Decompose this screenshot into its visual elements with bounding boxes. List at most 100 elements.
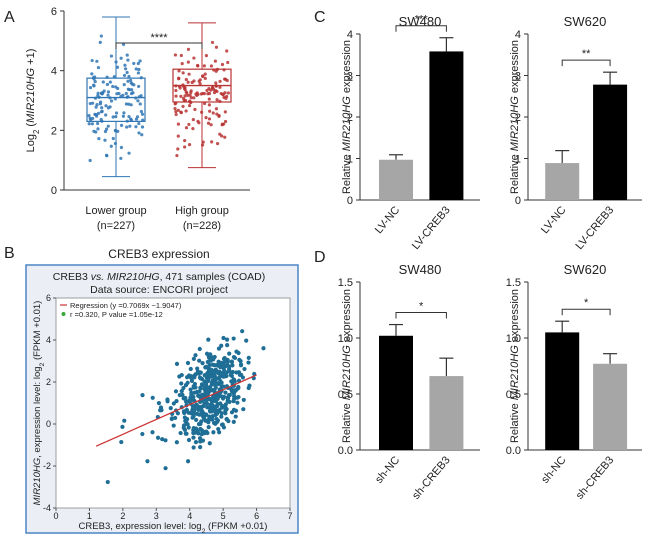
data-point xyxy=(210,86,215,90)
scatter-point xyxy=(224,417,229,422)
y-axis-label: Relative MIR210HG expression xyxy=(341,289,353,443)
scatter-point xyxy=(155,435,161,440)
y-axis-label-part-2: expression xyxy=(341,289,353,345)
data-point xyxy=(202,64,206,68)
data-point xyxy=(174,110,178,114)
data-point xyxy=(186,80,190,84)
scatter-point xyxy=(223,411,228,416)
data-point xyxy=(97,136,101,141)
data-point xyxy=(137,131,141,135)
scatter-point xyxy=(214,362,220,368)
scatter-point xyxy=(211,381,216,386)
data-point xyxy=(200,143,205,147)
category-label: sh-CREB3 xyxy=(410,454,453,502)
data-point xyxy=(215,89,219,94)
data-point xyxy=(197,121,201,125)
y-axis-label-part-2: ( xyxy=(25,123,37,130)
scatter-subtitle: Data source: ENCORI project xyxy=(90,284,228,296)
y-axis-label-part-3: MIR210HG xyxy=(25,67,37,122)
bar-sh-nc xyxy=(545,332,580,450)
data-point xyxy=(87,113,91,118)
data-point xyxy=(90,122,94,126)
y-axis-label-part-0: MIR210HG xyxy=(32,458,43,506)
scatter-point xyxy=(231,394,237,399)
scatter-point xyxy=(120,424,125,429)
legend-dot-swatch xyxy=(61,312,66,316)
scatter-point xyxy=(179,381,184,386)
data-point xyxy=(191,117,195,122)
scatter-point xyxy=(261,346,266,351)
data-point xyxy=(207,91,212,96)
data-point xyxy=(210,140,214,144)
data-point xyxy=(100,91,104,95)
scatter-point xyxy=(219,411,224,416)
scatter-point xyxy=(204,351,210,356)
scatter-point xyxy=(181,396,186,401)
scatter-point xyxy=(202,386,207,392)
y-tick-label: 2 xyxy=(51,125,57,137)
scatter-point xyxy=(215,418,220,423)
y-axis-label: Relative MIR210HG expression xyxy=(341,40,353,194)
category-label: Lower group xyxy=(85,205,146,217)
y-axis-label-part-1: , expression level: log xyxy=(32,366,43,457)
data-point xyxy=(108,80,112,84)
data-point xyxy=(223,135,227,139)
scatter-point xyxy=(177,374,182,379)
data-point xyxy=(96,91,100,95)
scatter-point xyxy=(216,426,221,432)
scatter-point xyxy=(228,373,234,378)
data-point xyxy=(174,112,178,117)
bar-lv-nc xyxy=(545,163,580,200)
significance-mark: * xyxy=(419,301,424,313)
data-point xyxy=(137,84,141,89)
data-point xyxy=(111,136,115,141)
data-point xyxy=(176,134,180,138)
scatter-point xyxy=(219,384,224,389)
scatter-point xyxy=(241,407,246,412)
data-point xyxy=(186,60,190,64)
significance-bracket xyxy=(115,42,203,49)
y-axis-label-part-1: MIR210HG xyxy=(509,96,521,151)
data-point xyxy=(180,62,184,66)
data-point xyxy=(129,91,134,96)
data-point xyxy=(197,79,201,83)
data-point xyxy=(218,79,222,83)
scatter-point xyxy=(217,430,222,435)
data-point xyxy=(90,58,94,63)
data-point xyxy=(223,119,228,124)
y-axis-label-part-0: Relative xyxy=(341,400,353,443)
data-point xyxy=(125,70,129,75)
y-tick-label: 0.5 xyxy=(338,389,353,401)
data-point xyxy=(124,102,129,106)
scatter-point xyxy=(218,365,223,370)
scatter-point xyxy=(198,445,203,450)
chart-title: SW480 xyxy=(399,262,442,277)
data-point xyxy=(220,62,225,67)
scatter-point xyxy=(185,380,190,385)
data-point xyxy=(225,49,229,53)
scatter-point xyxy=(240,375,246,380)
data-point xyxy=(105,154,109,158)
data-point xyxy=(105,82,110,87)
data-point xyxy=(208,109,212,113)
scatter-point xyxy=(211,430,216,435)
y-axis-label-part-1: 2 xyxy=(32,130,41,134)
scatter-point xyxy=(246,360,251,365)
data-point xyxy=(95,59,99,63)
panel-label-a: A xyxy=(4,9,15,26)
scatter-point xyxy=(211,420,217,426)
data-point xyxy=(215,98,219,102)
data-point xyxy=(109,144,113,148)
scatter-point xyxy=(173,415,178,421)
scatter-point xyxy=(163,438,168,443)
y-tick-label: -2 xyxy=(43,461,51,471)
category-label: sh-CREB3 xyxy=(574,454,617,502)
scatter-title-part-3: MIR210HG xyxy=(107,271,160,283)
data-point xyxy=(183,94,187,98)
bar-sh-creb3 xyxy=(429,376,464,450)
data-point xyxy=(123,63,127,67)
scatter-point xyxy=(201,429,206,434)
scatter-point xyxy=(237,372,243,378)
x-tick-label: 2 xyxy=(120,511,125,521)
scatter-point xyxy=(183,431,188,436)
